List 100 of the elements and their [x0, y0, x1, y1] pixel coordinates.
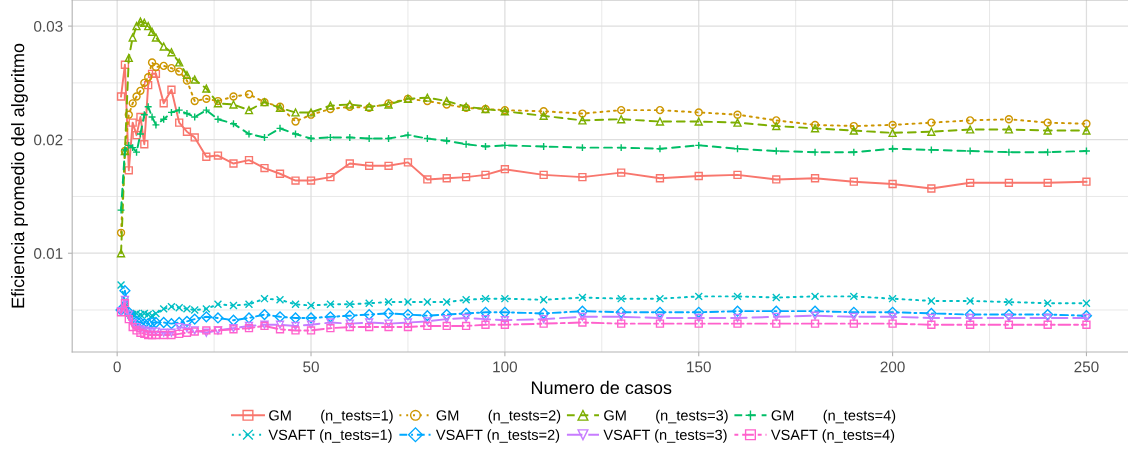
point: [244, 129, 254, 139]
point: [617, 143, 626, 152]
point: [1043, 118, 1052, 127]
point: [965, 178, 975, 187]
point: [461, 140, 471, 149]
point: [888, 179, 897, 189]
point: [1004, 320, 1014, 329]
point: [243, 312, 255, 324]
point: [326, 101, 335, 110]
point: [849, 312, 858, 321]
point: [1043, 148, 1052, 157]
x-tick-label: 150: [687, 361, 711, 373]
point: [1043, 313, 1052, 323]
point: [167, 48, 176, 57]
point: [655, 313, 665, 323]
x-tick-label: 0: [113, 361, 121, 373]
point: [175, 58, 184, 67]
point: [442, 96, 451, 106]
point: [116, 205, 126, 215]
point: [888, 312, 897, 321]
point: [1004, 115, 1014, 124]
point: [500, 316, 510, 325]
point: [229, 100, 238, 109]
point: [423, 93, 432, 102]
point: [849, 121, 858, 131]
point: [212, 312, 224, 324]
point: [158, 316, 170, 329]
point: [772, 175, 781, 184]
legend-label: VSAFT (n_tests=2): [435, 429, 560, 443]
point: [190, 96, 199, 106]
point: [147, 69, 157, 78]
point: [175, 67, 184, 76]
point: [888, 128, 897, 138]
point: [150, 316, 162, 329]
point: [849, 319, 858, 328]
point: [927, 145, 936, 155]
point: [258, 308, 271, 321]
point: [617, 312, 626, 321]
point: [175, 118, 184, 127]
point: [481, 314, 490, 324]
point: [849, 126, 858, 135]
point: [1004, 178, 1014, 187]
legend-label: GM (n_tests=2): [436, 409, 561, 424]
point: [500, 294, 510, 303]
point: [772, 116, 781, 125]
point: [694, 319, 703, 328]
point: [274, 311, 286, 323]
point: [617, 105, 626, 115]
point: [1082, 126, 1091, 135]
point: [888, 120, 897, 130]
point: [291, 300, 300, 309]
point: [244, 155, 254, 165]
point: [136, 86, 145, 96]
point: [244, 300, 254, 309]
point: [345, 300, 354, 309]
point: [849, 177, 858, 186]
point: [423, 175, 432, 184]
point: [927, 313, 936, 323]
point: [849, 292, 858, 301]
point: [189, 313, 201, 325]
point: [576, 305, 589, 317]
point: [810, 148, 820, 157]
point: [733, 319, 742, 328]
point: [539, 319, 548, 328]
legend-label: VSAFT (n_tests=3): [603, 429, 727, 443]
point: [500, 141, 510, 150]
point: [655, 144, 665, 153]
point: [578, 318, 587, 327]
point: [655, 105, 665, 115]
point: [655, 319, 665, 328]
point: [275, 124, 285, 133]
point: [384, 297, 393, 307]
point: [306, 326, 316, 335]
point: [578, 116, 587, 125]
point: [116, 92, 126, 101]
point: [461, 172, 471, 182]
point: [116, 228, 126, 237]
point: [202, 152, 211, 161]
point: [1043, 299, 1052, 308]
point: [1042, 308, 1054, 321]
point: [617, 294, 626, 303]
point: [175, 329, 184, 339]
point: [441, 308, 453, 321]
point: [1043, 178, 1052, 187]
y-tick-label: 0.02: [34, 134, 63, 146]
point: [1004, 313, 1014, 323]
point: [140, 140, 149, 149]
point: [365, 299, 374, 308]
point: [142, 318, 154, 330]
x-tick-label: 100: [493, 361, 518, 373]
point: [146, 316, 158, 329]
point: [151, 33, 161, 42]
point: [402, 308, 414, 321]
point: [617, 319, 626, 328]
point: [578, 312, 587, 321]
point: [275, 169, 285, 178]
point: [128, 118, 137, 127]
point: [772, 319, 781, 328]
point: [175, 105, 184, 115]
point: [124, 166, 133, 175]
